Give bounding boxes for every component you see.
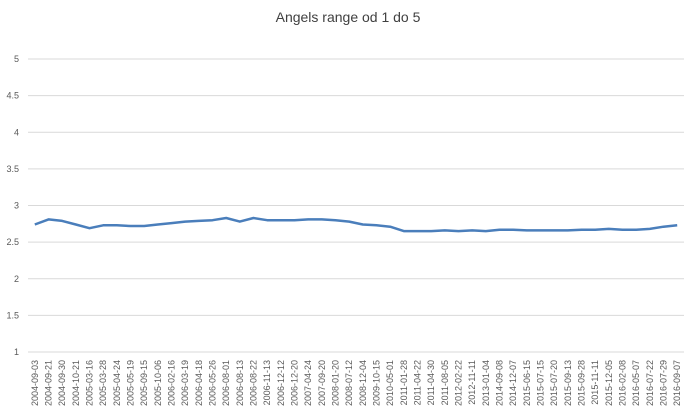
x-tick-label: 2015-12-05 — [604, 360, 614, 406]
x-tick-label: 2006-08-01 — [221, 360, 231, 406]
chart-title: Angels range od 1 do 5 — [276, 9, 421, 25]
x-tick-label: 2012-11-11 — [467, 360, 477, 405]
x-tick-label: 2006-12-20 — [290, 360, 300, 406]
x-tick-label: 2011-04-30 — [426, 360, 436, 405]
x-tick-label: 2015-09-28 — [577, 360, 587, 406]
x-tick-label: 2006-03-19 — [180, 360, 190, 406]
x-tick-label: 2016-07-22 — [645, 360, 655, 406]
x-tick-label: 2007-04-24 — [303, 360, 313, 406]
x-tick-label: 2004-09-21 — [44, 360, 54, 406]
x-tick-label: 2006-02-16 — [167, 360, 177, 406]
x-tick-label: 2012-02-22 — [454, 360, 464, 406]
x-tick-label: 2011-08-05 — [440, 360, 450, 405]
x-tick-label: 2006-11-13 — [262, 360, 272, 405]
x-tick-label: 2006-08-22 — [249, 360, 259, 406]
x-tick-label: 2004-09-03 — [30, 360, 40, 406]
x-tick-label: 2005-10-06 — [153, 360, 163, 406]
x-tick-label: 2014-12-07 — [508, 360, 518, 406]
x-tick-label: 2007-09-20 — [317, 360, 327, 406]
x-tick-label: 2006-12-12 — [276, 360, 286, 406]
y-tick-label: 5 — [14, 54, 19, 64]
x-tick-label: 2016-09-07 — [672, 360, 682, 406]
data-line — [34, 216, 678, 233]
x-tick-label: 2016-05-07 — [631, 360, 641, 406]
x-tick-label: 2009-10-15 — [372, 360, 382, 406]
x-tick-label: 2006-08-13 — [235, 360, 245, 406]
x-tick-label: 2015-06-15 — [522, 360, 532, 406]
x-tick-label: 2006-04-18 — [194, 360, 204, 406]
x-tick-label: 2015-09-13 — [563, 360, 573, 406]
x-tick-label: 2005-04-24 — [112, 360, 122, 406]
x-tick-label: 2008-01-20 — [331, 360, 341, 406]
x-tick-label: 2015-07-20 — [549, 360, 559, 406]
x-tick-label: 2016-07-29 — [659, 360, 669, 406]
y-tick-label: 3 — [14, 201, 19, 211]
y-tick-label: 3.5 — [6, 164, 19, 174]
x-tick-label: 2014-09-08 — [495, 360, 505, 406]
x-tick-label: 2016-02-08 — [618, 360, 628, 406]
x-tick-label: 2013-01-04 — [481, 360, 491, 406]
x-tick-label: 2008-07-12 — [344, 360, 354, 406]
x-tick-label: 2005-03-16 — [85, 360, 95, 406]
x-tick-label: 2005-05-19 — [126, 360, 136, 406]
x-tick-label: 2005-03-28 — [98, 360, 108, 406]
y-tick-label: 1 — [14, 347, 19, 357]
x-tick-label: 2004-10-21 — [71, 360, 81, 406]
x-tick-label: 2015-11-11 — [590, 360, 600, 405]
x-tick-label: 2011-04-22 — [413, 360, 423, 405]
x-tick-label: 2008-12-04 — [358, 360, 368, 406]
y-tick-label: 4.5 — [6, 91, 19, 101]
x-tick-label: 2010-05-01 — [385, 360, 395, 406]
y-tick-label: 2.5 — [6, 237, 19, 247]
y-tick-label: 1.5 — [6, 310, 19, 320]
x-tick-label: 2015-07-15 — [536, 360, 546, 406]
y-tick-label: 4 — [14, 127, 19, 137]
x-tick-label: 2011-01-28 — [399, 360, 409, 405]
y-tick-label: 2 — [14, 274, 19, 284]
x-tick-label: 2005-09-15 — [139, 360, 149, 406]
x-tick-label: 2004-09-30 — [57, 360, 67, 406]
x-tick-label: 2006-05-26 — [208, 360, 218, 406]
